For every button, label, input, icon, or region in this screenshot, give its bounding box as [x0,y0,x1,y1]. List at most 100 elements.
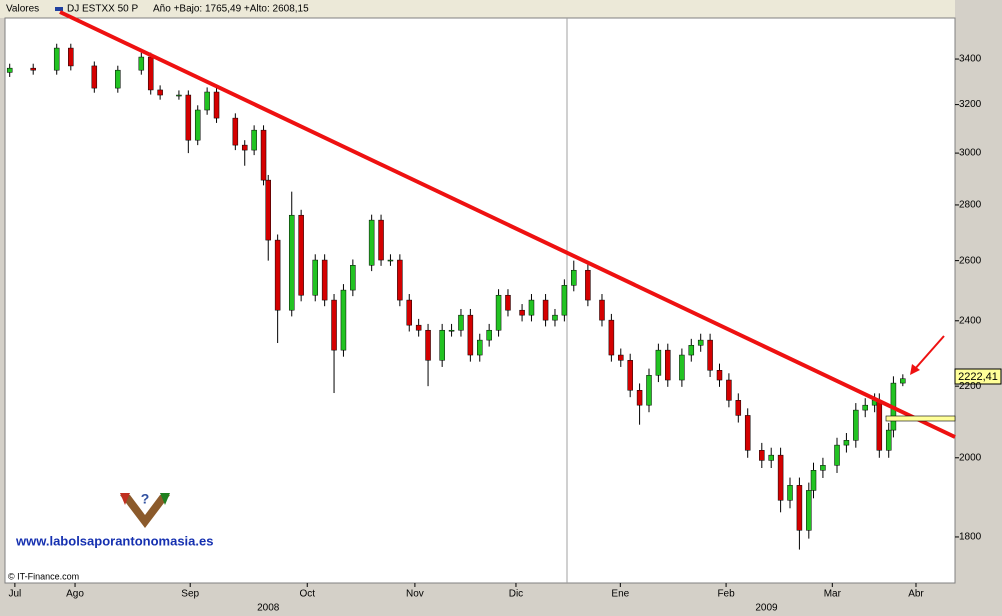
candle-body [519,309,525,316]
candle-body [425,329,431,361]
x-tick-label: Abr [908,589,924,600]
candle-body [744,415,751,451]
candle-body [505,294,511,311]
candle-body [241,144,248,151]
highlight-box [885,415,956,422]
candle-body [806,490,812,531]
year-label: 2009 [755,603,778,614]
year-label: 2008 [257,603,280,614]
arrow-head [910,364,920,375]
candle-body [876,400,883,451]
y-tick-label: 2600 [959,255,982,266]
x-tick-label: Mar [824,589,842,600]
candle-body [251,129,257,151]
logo: ? [120,491,170,528]
candle-body [636,390,643,406]
candle-body [528,299,535,316]
candle-body [618,354,624,361]
candle-body [157,89,163,96]
candle-body [585,269,591,301]
candle-body [378,219,384,261]
candle-body [204,91,210,111]
candle-body [397,259,403,301]
candle-body [477,339,483,356]
candle-body [599,299,605,321]
candle-body [185,94,192,141]
candle-body [288,214,295,311]
candle-body [495,294,502,331]
credit: © IT-Finance.com [8,571,79,581]
y-tick-label: 2200 [959,381,982,392]
candle-body [853,409,859,441]
legend-swatch [55,7,63,11]
logo-shape [120,495,170,528]
last-value-label: 2222,41 [958,371,998,383]
candle-body [655,349,662,376]
candle-body [707,339,713,371]
y-tick-label: 2000 [959,452,982,463]
candles [6,43,906,550]
candle-body [665,349,671,381]
candle-body [735,400,742,416]
x-tick-label: Nov [406,589,424,600]
candle-body [467,314,474,356]
candle-body [415,324,422,331]
candle-body [571,269,577,286]
y-tick-label: 2400 [959,315,982,326]
y-tick-label: 3000 [959,148,982,159]
y-tick-label: 2800 [959,200,982,211]
candle-body [232,117,239,146]
candle-body [843,440,850,446]
x-tick-label: Ene [611,589,629,600]
candle-body [274,239,281,311]
candle-body [68,47,74,67]
logo-mark: ? [141,491,150,507]
watermark: www.labolsaporantonomasia.es [15,533,213,548]
header-bar [0,0,955,18]
candle-body [787,485,793,501]
logo-red [120,493,130,505]
candle-body [458,314,464,331]
candle-body [768,454,774,461]
candle-body [6,67,13,73]
x-tick-label: Dic [509,589,523,600]
candle-body [885,429,892,451]
candle-body [340,289,347,351]
candle-body [213,91,220,119]
candle-body [115,69,121,89]
candle-body [552,314,558,321]
candle-body [486,329,492,341]
last-value-box [954,368,1002,385]
candle-body [147,56,154,91]
candle-body [321,259,328,301]
candle-body [688,345,695,356]
candle-body [331,299,337,351]
candle-body [448,329,455,332]
candle-body [820,465,826,471]
arrow-shaft [913,335,945,371]
y-tick-label: 3400 [959,54,982,65]
candle-body [368,219,375,266]
trend-line [59,10,956,439]
candle-body [138,56,145,71]
candle-body [862,404,868,411]
candle-body [194,109,201,141]
logo-green [160,493,170,505]
candle-body [608,319,615,356]
x-tick-label: Ago [66,589,84,600]
candle-body [834,444,840,466]
candle-body [176,94,182,97]
x-tick-label: Oct [299,589,315,600]
candle-body [265,179,271,241]
candle-body [810,470,817,491]
candle-body [777,454,784,501]
candle-body [260,129,267,181]
candle-body [406,299,413,326]
x-tick-label: Feb [717,589,735,600]
legend-label: DJ ESTXX 50 P [67,4,138,15]
candle-body [542,299,549,321]
candle-body [298,214,304,296]
candle-body [726,379,732,401]
candle-body [627,360,633,391]
